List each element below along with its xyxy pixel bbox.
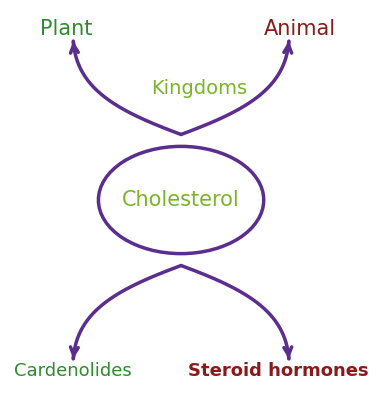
Text: Steroid hormones: Steroid hormones <box>188 362 368 380</box>
Text: Cholesterol: Cholesterol <box>122 190 240 210</box>
Text: Plant: Plant <box>40 19 92 39</box>
Text: Animal: Animal <box>263 19 336 39</box>
Text: Cardenolides: Cardenolides <box>14 362 132 380</box>
Text: Kingdoms: Kingdoms <box>151 79 247 98</box>
